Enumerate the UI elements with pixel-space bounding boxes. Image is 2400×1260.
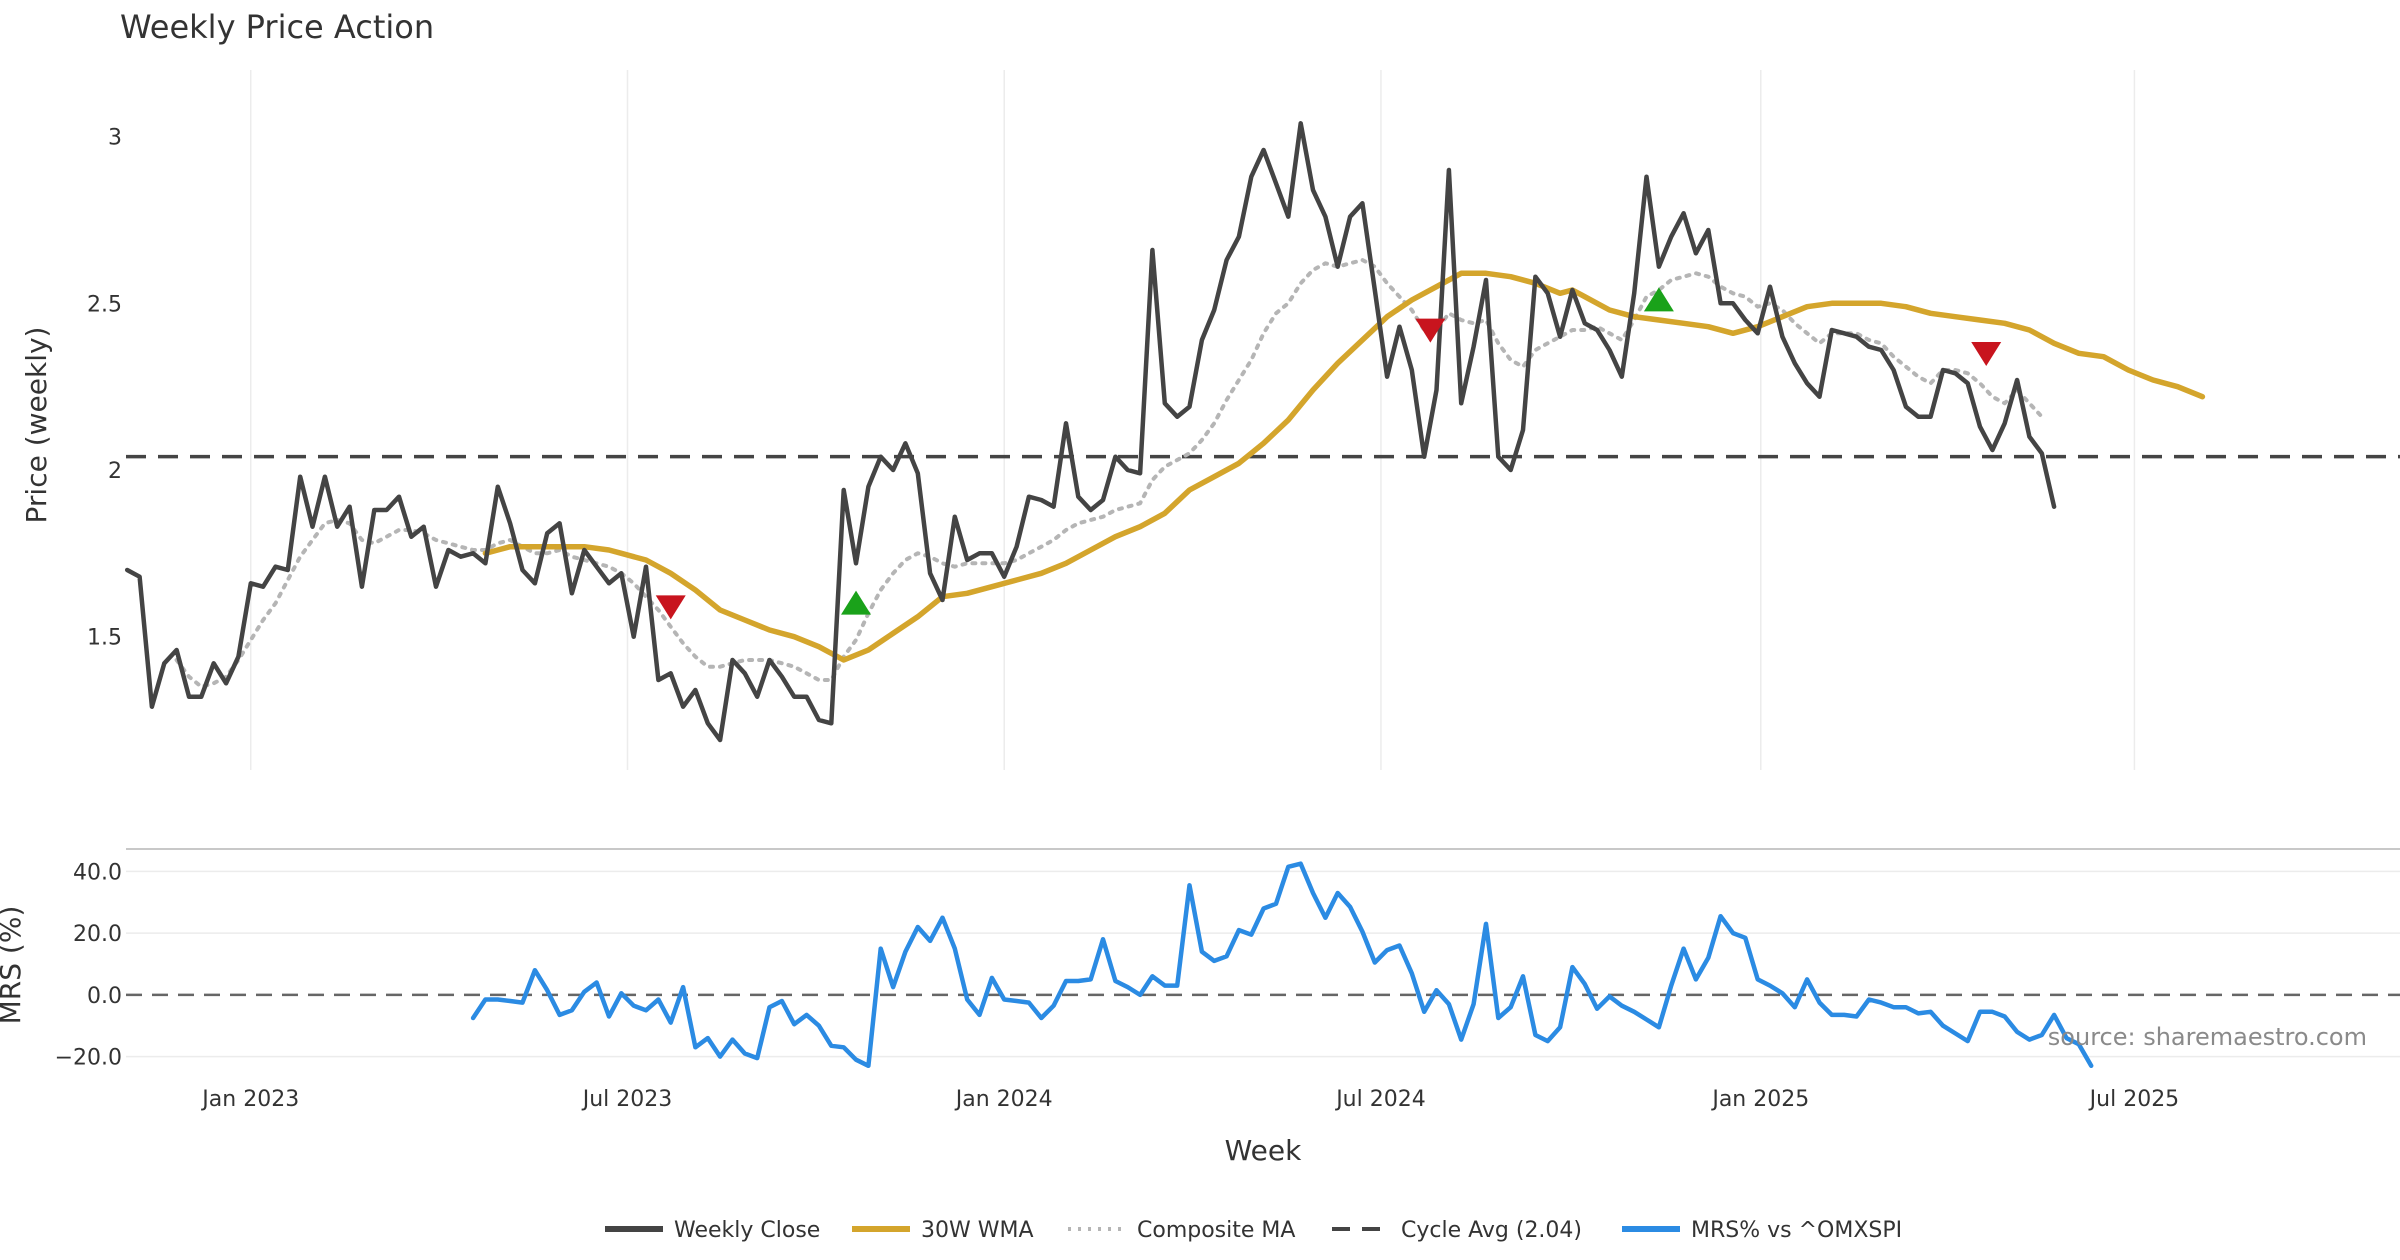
mrs-gridlines [126, 870, 2400, 1058]
legend-label: MRS% vs ^OMXSPI [1691, 1218, 1902, 1243]
mrs-series-lines [470, 861, 2094, 1069]
price-y-tick-label: 1.5 [87, 626, 122, 651]
series-30w-wma [482, 270, 2206, 663]
signal-markers [655, 287, 2002, 620]
price-gridlines [126, 70, 2400, 770]
chart-title: Weekly Price Action [120, 8, 434, 46]
signal-marker-down [1415, 318, 1446, 343]
x-axis-label: Week [1225, 1134, 1302, 1167]
signal-marker-down [655, 595, 686, 620]
legend-label: Weekly Close [674, 1218, 820, 1243]
legend: Weekly Close 30W WMA Composite MA Cycle Avg… [605, 1218, 1902, 1243]
x-tick-label: Jan 2023 [200, 1087, 299, 1112]
mrs-y-ticks: 40.0 20.0 0.0 −20.0 [55, 860, 122, 1070]
x-tick-label: Jan 2024 [954, 1087, 1053, 1112]
price-y-tick-label: 3 [108, 126, 122, 151]
mrs-y-tick-label: 40.0 [73, 860, 122, 885]
mrs-y-tick-label: 20.0 [73, 922, 122, 947]
legend-label: 30W WMA [921, 1218, 1034, 1243]
x-axis-ticks: Jan 2023 Jul 2023 Jan 2024 Jul 2024 Jan 2025… [200, 1087, 2179, 1112]
mrs-y-tick-label: 0.0 [87, 984, 122, 1009]
x-tick-label: Jul 2023 [581, 1087, 673, 1112]
price-y-tick-label: 2 [108, 459, 122, 484]
signal-marker-up [1643, 287, 1674, 312]
x-tick-label: Jan 2025 [1710, 1087, 1809, 1112]
mrs-y-tick-label: −20.0 [55, 1046, 122, 1071]
series-weekly-close [124, 121, 2057, 743]
signal-marker-up [841, 590, 872, 615]
price-y-axis-label: Price (weekly) [20, 327, 53, 524]
source-note: source: sharemaestro.com [2048, 1023, 2367, 1051]
price-series-lines [124, 121, 2206, 743]
series-composite-ma [174, 258, 2044, 689]
signal-marker-down [1971, 342, 2002, 366]
price-y-tick-label: 2.5 [87, 292, 122, 317]
legend-label: Cycle Avg (2.04) [1401, 1218, 1582, 1243]
x-tick-label: Jul 2024 [1334, 1087, 1426, 1112]
legend-label: Composite MA [1137, 1218, 1295, 1243]
x-tick-label: Jul 2025 [2088, 1087, 2180, 1112]
series-mrs [470, 861, 2094, 1069]
mrs-y-axis-label: MRS (%) [0, 906, 27, 1025]
price-y-ticks: 1.5 2 2.5 3 [87, 126, 122, 651]
